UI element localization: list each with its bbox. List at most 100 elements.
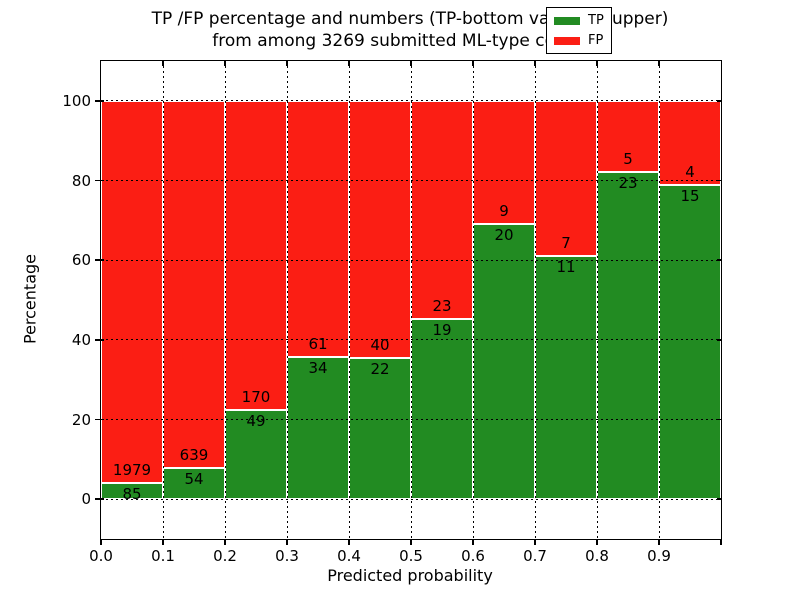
bar-fp-count-label: 639 [179,446,209,465]
x-tick-label: 0.8 [585,547,609,565]
x-tick-mark [534,540,536,545]
x-tick-label: 0.7 [523,547,547,565]
bar-fp-segment [225,100,287,411]
x-tick-mark-top [410,61,412,66]
y-tick-label: 20 [71,410,91,429]
x-tick-mark-top [286,61,288,66]
x-tick-mark [658,540,660,545]
legend-entry-fp: FP [554,34,604,48]
bar-fp-count-label: 23 [432,296,452,315]
bar-tp-segment [411,318,473,500]
bar-fp-segment [349,100,411,358]
x-tick-mark-top [348,61,350,66]
x-tick-label: 0.5 [399,547,423,565]
bar-tp-count-label: 19 [432,320,452,339]
x-axis-label: Predicted probability [327,566,493,585]
x-tick-mark [100,540,102,545]
x-gridline [410,61,412,539]
bar-tp-segment [659,184,721,500]
legend-label: FP [588,33,604,48]
y-tick-mark [95,339,104,341]
bar-tp-segment [225,410,287,500]
y-tick-mark-right [717,339,721,341]
y-tick-mark [95,100,104,102]
x-tick-mark-top [658,61,660,66]
y-tick-mark [95,259,104,261]
bar-fp-segment [287,100,349,357]
y-tick-mark-right [717,418,721,421]
x-gridline [596,61,598,539]
bar-tp-segment [163,468,225,500]
bar-fp-count-label: 7 [561,233,571,252]
x-tick-mark [472,540,474,545]
x-tick-mark-top [162,61,164,66]
x-tick-label: 0.0 [89,547,113,565]
y-tick-label: 80 [71,171,91,190]
bar-tp-segment [597,171,659,500]
x-tick-mark [224,540,226,545]
x-tick-label: 0.6 [461,547,485,565]
bar-fp-count-label: 5 [623,149,633,168]
bar-tp-count-label: 20 [494,226,514,245]
bar-tp-count-label: 22 [370,359,390,378]
y-gridline [101,180,721,181]
bar-fp-count-label: 1979 [112,460,152,479]
y-tick-mark-right [717,498,721,500]
y-tick-label: 100 [62,91,91,110]
bar-fp-segment [473,100,535,225]
chart-title-line2: from among 3269 submitted ML-type contac… [212,31,608,51]
bar-fp-segment [535,100,597,256]
legend-label: TP [588,13,604,28]
legend: TP FP [546,7,612,54]
bar-tp-count-label: 49 [246,412,266,431]
bar-fp-segment [597,100,659,172]
y-tick-mark [95,418,104,421]
y-gridline [101,100,721,102]
bar-tp-count-label: 54 [184,470,204,489]
x-tick-mark [162,540,164,545]
x-tick-label: 0.4 [337,547,361,565]
bar-fp-segment [411,100,473,319]
bar-tp-count-label: 85 [122,484,142,503]
bar-fp-segment [659,100,721,185]
y-tick-label: 40 [71,330,91,349]
bar-tp-segment [349,357,411,500]
bar-tp-count-label: 11 [556,257,576,276]
x-tick-label: 0.3 [275,547,299,565]
x-tick-mark-top [596,61,598,66]
y-gridline [101,259,721,261]
x-tick-label: 0.9 [647,547,671,565]
bar-tp-segment [535,255,597,500]
bar-fp-count-label: 40 [370,335,390,354]
y-gridline [101,339,721,341]
x-tick-mark-top [224,61,226,66]
y-gridline [101,419,721,420]
bar-tp-segment [473,224,535,500]
bar-tp-count-label: 15 [680,186,700,205]
legend-swatch-fp [554,37,580,45]
x-gridline [348,61,350,539]
bar-fp-segment [163,100,225,469]
chart-title-line1: TP /FP percentage and numbers (TP-bottom… [151,9,669,29]
x-gridline [658,61,660,539]
x-tick-mark [720,540,722,545]
x-tick-mark [410,540,412,545]
bar-fp-count-label: 170 [241,388,271,407]
y-tick-mark-right [717,179,721,182]
bar-fp-segment [101,100,163,483]
x-gridline [162,61,164,539]
y-tick-mark [95,498,104,500]
bar-tp-segment [287,356,349,500]
x-gridline [472,61,474,539]
x-tick-mark [596,540,598,545]
x-gridline [286,61,288,539]
bar-tp-count-label: 34 [308,358,328,377]
x-tick-mark [286,540,288,545]
bar-fp-count-label: 61 [308,334,328,353]
y-tick-mark [95,179,104,182]
x-gridline [534,61,536,539]
y-tick-label: 0 [81,490,91,509]
plot-area: 1979 85 639 54 170 49 61 34 40 22 23 19 9 20 7 11 5 23 4 15… [62,60,722,565]
bar-fp-count-label: 9 [499,202,509,221]
